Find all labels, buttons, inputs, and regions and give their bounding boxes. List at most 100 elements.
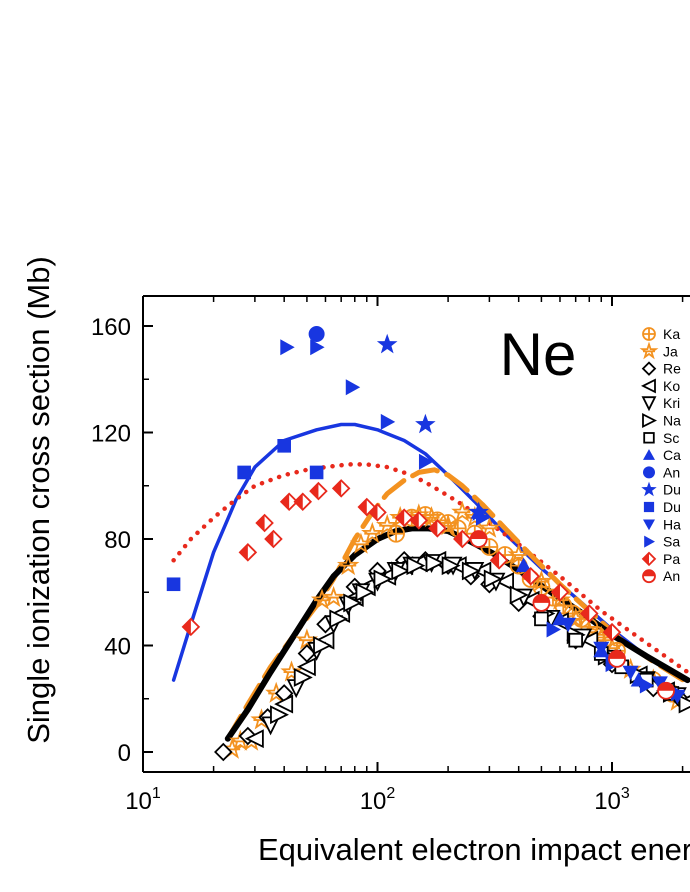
point-diamond-half [279,492,299,511]
point-triangle-up [515,557,532,573]
legend-marker [641,361,657,376]
point-asterisk [361,521,384,544]
point-triangle-right-open [293,667,313,687]
point-triangle-right-open [373,569,393,589]
legend-marker [644,535,655,548]
legend-label: Du [663,499,681,515]
point-diamond-half [264,529,283,549]
legend-marker [643,432,655,444]
legend-marker [643,501,655,513]
legend-marker [641,396,657,412]
point-square [166,577,181,592]
point-circle [308,325,325,342]
legend-label: Sa [663,534,680,550]
point-triangle-left-open [495,572,514,592]
point-triangle-left-open [244,729,264,749]
point-circle-half [657,681,675,700]
point-diamond-half [453,529,472,549]
point-square [309,465,324,480]
legend-marker [640,378,656,394]
legend-marker [643,449,655,460]
legend-marker [641,551,657,567]
legend-label: Ka [663,326,680,342]
point-asterisk [322,585,345,608]
legend-marker [642,327,656,341]
y-tick-label: 80 [104,527,131,554]
x-axis-label: Equivalent electron impact energ [258,832,690,867]
point-triangle-down [622,665,639,681]
legend-label: An [663,568,680,584]
curve-red-dotted [171,462,690,675]
point-diamond-half [331,479,351,498]
point-diamond-half [489,551,509,570]
point-triangle-right [475,509,491,526]
point-circle-half [532,594,551,612]
point-diamond-half [428,519,447,538]
x-tick-labels: 101 102 103 [125,785,630,815]
legend-marker [642,569,656,584]
legend-label: Ko [663,378,680,394]
point-triangle-right-open [678,694,690,714]
point-asterisk [451,500,474,522]
fit-curves [171,422,690,742]
point-diamond-half [293,492,313,511]
point-triangle-right [418,453,434,470]
point-diamond-half [521,567,540,586]
legend-marker [642,413,658,428]
point-triangle-right [639,677,655,694]
curve-black-solid [224,525,690,742]
legend-marker [643,519,655,531]
data-points [166,325,690,762]
point-square-open [534,611,549,627]
point-triangle-down [560,617,577,633]
point-triangle-left-open [296,657,316,677]
point-triangle-right-open [270,705,289,725]
legend-label: Ha [663,516,681,532]
point-square [277,439,291,453]
point-triangle-right [380,413,396,430]
legend-label: Re [663,361,681,377]
point-triangle-down [651,676,668,691]
point-triangle-right-open [406,556,426,576]
point-diamond-half [368,503,387,522]
point-triangle-right-open [509,585,529,605]
point-triangle-right-open [391,561,411,581]
legend-label: Sc [663,430,679,446]
point-triangle-right-open [355,582,375,602]
point-diamond-half [409,511,429,530]
point-asterisk [336,553,360,576]
point-asterisk [478,516,501,538]
legend-label: Du [663,482,681,498]
point-triangle-right [546,621,561,638]
point-diamond-half [181,617,201,637]
point-star [376,333,398,354]
point-triangle-down [593,641,610,657]
point-triangle-right-open [441,556,461,576]
legend-label: Pa [663,551,680,567]
legend-marker [641,481,657,497]
y-tick-label: 160 [91,314,131,341]
point-diamond-half [394,508,414,527]
point-star [415,413,436,434]
legend-label: Ja [663,343,678,359]
point-asterisk [420,505,443,528]
point-diamond-half [550,582,570,602]
legend-label: Ca [663,447,681,463]
point-triangle-right-open [483,569,503,589]
point-diamond-half [580,604,599,623]
y-tick-label: 120 [91,421,131,448]
legend-label: Kri [663,395,680,411]
point-triangle-right-open [425,553,445,573]
point-triangle-right-open [313,636,333,655]
point-diamond-half [238,543,258,562]
element-label: Ne [500,321,577,388]
x-tick-label: 103 [594,785,630,815]
point-triangle-right-open [329,609,349,629]
y-tick-labels: 0 40 80 120 160 [91,314,131,767]
point-square-open [568,632,583,648]
point-triangle-left-open [274,694,294,714]
y-tick-label: 0 [118,740,131,767]
point-diamond-half [602,622,622,642]
x-tick-label: 101 [125,785,161,815]
